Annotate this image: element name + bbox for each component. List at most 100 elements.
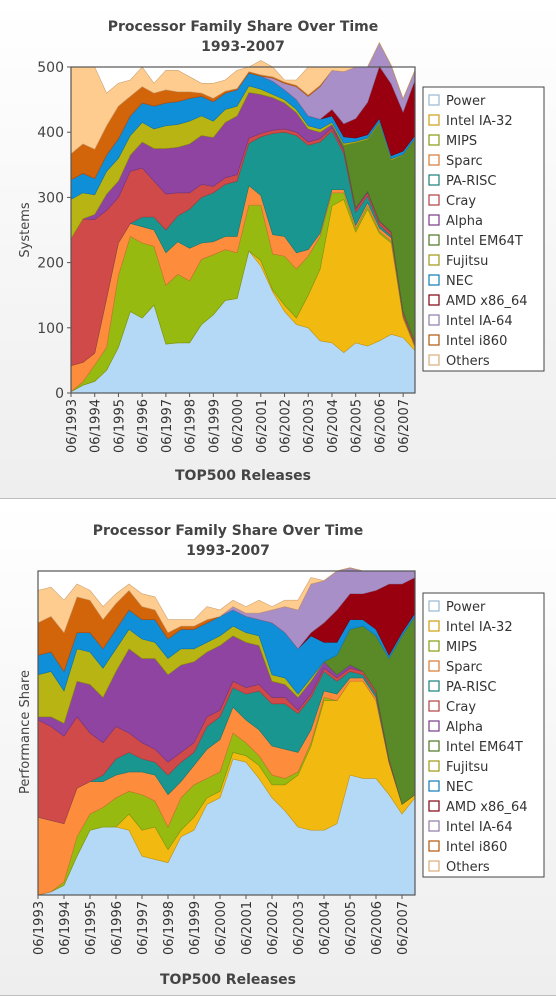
- legend-item-mips[interactable]: MIPS: [428, 134, 477, 149]
- legend-item-fujitsu[interactable]: Fujitsu: [428, 254, 488, 269]
- x-tick-label: 06/2001: [255, 399, 270, 453]
- legend-label: Others: [446, 354, 490, 369]
- legend-label: Intel IA-64: [446, 820, 513, 835]
- x-tick-label: 06/2007: [397, 399, 412, 453]
- legend-swatch: [428, 94, 440, 106]
- legend-label: PA-RISC: [446, 680, 497, 695]
- legend-label: Fujitsu: [446, 760, 488, 775]
- legend-box: [422, 592, 545, 878]
- legend-item-alpha[interactable]: Alpha: [428, 720, 483, 735]
- legend-item-nec[interactable]: NEC: [428, 274, 473, 289]
- x-tick-label: 06/1994: [89, 399, 104, 453]
- x-tick-label: 06/2003: [302, 399, 317, 453]
- y-tick-label: 100: [37, 321, 64, 337]
- x-tick-label: 06/1997: [136, 901, 151, 955]
- legend-item-intel-i860[interactable]: Intel i860: [428, 334, 507, 349]
- legend-label: Intel i860: [446, 840, 507, 855]
- y-tick-label: 500: [37, 60, 64, 76]
- x-tick-label: 06/2002: [279, 399, 294, 453]
- legend-swatch: [428, 354, 440, 366]
- chart-title: Processor Family Share Over Time: [108, 19, 379, 35]
- x-tick-label: 06/2003: [292, 901, 307, 955]
- legend-label: Power: [446, 94, 486, 109]
- x-axis-label: TOP500 Releases: [160, 972, 296, 988]
- legend-item-mips[interactable]: MIPS: [428, 640, 477, 655]
- x-tick-label: 06/2006: [373, 399, 388, 453]
- legend-label: Intel i860: [446, 334, 507, 349]
- y-tick-label: 0: [55, 386, 64, 402]
- legend-swatch: [428, 780, 440, 792]
- legend-swatch: [428, 700, 440, 712]
- legend-label: Fujitsu: [446, 254, 488, 269]
- legend-item-power[interactable]: Power: [428, 600, 486, 615]
- legend-item-nec[interactable]: NEC: [428, 780, 473, 795]
- legend-swatch: [428, 800, 440, 812]
- legend-swatch: [428, 194, 440, 206]
- legend-item-power[interactable]: Power: [428, 94, 486, 109]
- x-tick-label: 06/1994: [58, 901, 73, 955]
- y-axis-label: Systems: [18, 202, 33, 257]
- plot-border: [37, 570, 416, 896]
- x-tick-label: 06/1999: [188, 901, 203, 955]
- x-tick-label: 06/2006: [370, 901, 385, 955]
- legend-label: Sparc: [446, 154, 483, 169]
- legend-label: MIPS: [446, 134, 477, 149]
- x-tick-label: 06/1996: [136, 399, 151, 453]
- legend-item-intel-em64t[interactable]: Intel EM64T: [428, 234, 523, 249]
- y-tick-label: 400: [37, 125, 64, 141]
- x-tick-label: 06/2000: [214, 901, 229, 955]
- legend-swatch: [428, 174, 440, 186]
- legend-label: AMD x86_64: [446, 294, 528, 309]
- legend-label: AMD x86_64: [446, 800, 528, 815]
- legend-label: Intel EM64T: [446, 234, 523, 249]
- y-axis-label: Performance Share: [18, 670, 33, 794]
- x-tick-label: 06/1995: [84, 901, 99, 955]
- legend-swatch: [428, 740, 440, 752]
- legend-item-pa-risc[interactable]: PA-RISC: [428, 680, 497, 695]
- legend-swatch: [428, 294, 440, 306]
- legend-item-amd-x86-64[interactable]: AMD x86_64: [428, 800, 528, 815]
- legend-item-sparc[interactable]: Sparc: [428, 660, 483, 675]
- legend-swatch: [428, 860, 440, 872]
- legend-swatch: [428, 720, 440, 732]
- legend-label: Intel EM64T: [446, 740, 523, 755]
- legend-swatch: [428, 680, 440, 692]
- chart-subtitle: 1993-2007: [201, 39, 285, 55]
- chart-panel-performance: Processor Family Share Over Time 1993-20…: [0, 502, 556, 996]
- legend-item-intel-i860[interactable]: Intel i860: [428, 840, 507, 855]
- x-tick-label: 06/2004: [318, 901, 333, 955]
- x-tick-label: 06/2000: [231, 399, 246, 453]
- legend-item-cray[interactable]: Cray: [428, 194, 476, 209]
- legend-swatch: [428, 254, 440, 266]
- y-tick-label: 300: [37, 190, 64, 206]
- legend-label: Intel IA-32: [446, 620, 513, 635]
- legend-swatch: [428, 234, 440, 246]
- legend-item-sparc[interactable]: Sparc: [428, 154, 483, 169]
- legend-item-others[interactable]: Others: [428, 860, 490, 875]
- legend-item-others[interactable]: Others: [428, 354, 490, 369]
- x-tick-label: 06/2001: [240, 901, 255, 955]
- legend-item-pa-risc[interactable]: PA-RISC: [428, 174, 497, 189]
- legend-item-fujitsu[interactable]: Fujitsu: [428, 760, 488, 775]
- legend-item-alpha[interactable]: Alpha: [428, 214, 483, 229]
- series-area-others[interactable]: [70, 42, 416, 155]
- legend-label: Intel IA-64: [446, 314, 513, 329]
- x-tick-label: 06/1995: [112, 399, 127, 453]
- x-axis-label: TOP500 Releases: [175, 468, 311, 484]
- legend-item-cray[interactable]: Cray: [428, 700, 476, 715]
- legend-item-intel-ia-32[interactable]: Intel IA-32: [428, 620, 513, 635]
- legend-item-amd-x86-64[interactable]: AMD x86_64: [428, 294, 528, 309]
- legend-item-intel-ia-64[interactable]: Intel IA-64: [428, 820, 513, 835]
- legend-swatch: [428, 820, 440, 832]
- legend-label: Sparc: [446, 660, 483, 675]
- legend-item-intel-ia-64[interactable]: Intel IA-64: [428, 314, 513, 329]
- x-tick-label: 06/1998: [162, 901, 177, 955]
- x-tick-label: 06/2002: [266, 901, 281, 955]
- legend-item-intel-ia-32[interactable]: Intel IA-32: [428, 114, 513, 129]
- legend-swatch: [428, 274, 440, 286]
- legend-swatch: [428, 114, 440, 126]
- legend-label: Intel IA-32: [446, 114, 513, 129]
- legend-swatch: [428, 620, 440, 632]
- legend-label: NEC: [446, 780, 473, 795]
- legend-item-intel-em64t[interactable]: Intel EM64T: [428, 740, 523, 755]
